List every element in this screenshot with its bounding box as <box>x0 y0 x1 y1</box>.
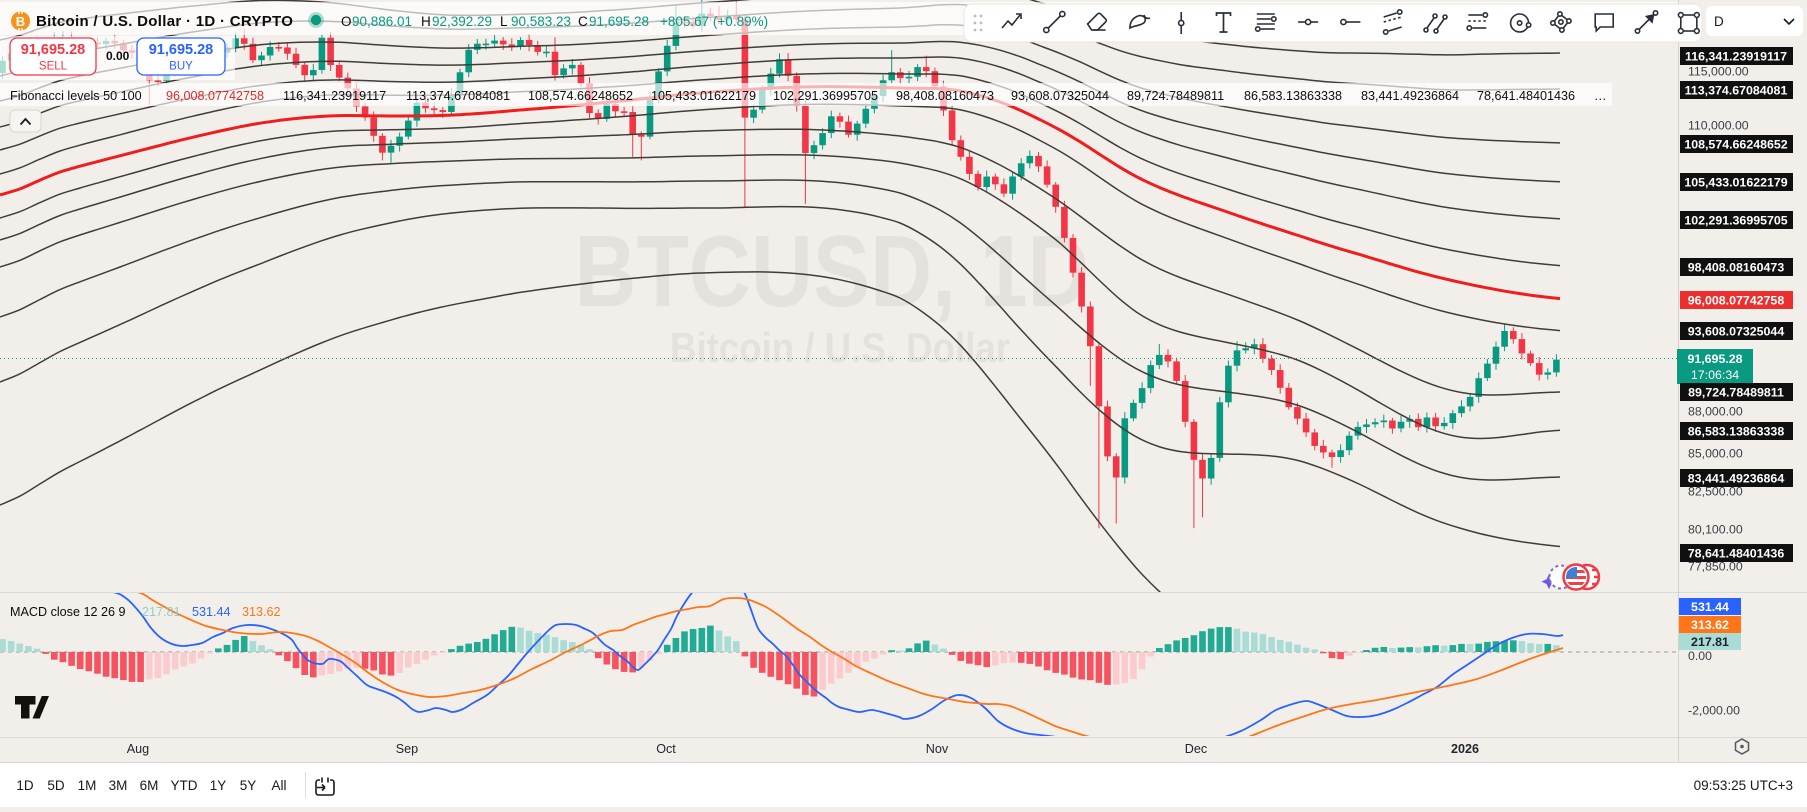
svg-text:H: H <box>421 14 431 29</box>
svg-text:89,724.78489811: 89,724.78489811 <box>1688 386 1784 400</box>
svg-text:102,291.36995705: 102,291.36995705 <box>1684 214 1787 228</box>
svg-text:93,608.07325044: 93,608.07325044 <box>1688 325 1785 339</box>
svg-text:116,341.23919117: 116,341.23919117 <box>1685 50 1787 64</box>
svg-text:113,374.67084081: 113,374.67084081 <box>406 89 510 103</box>
svg-text:6M: 6M <box>140 778 159 793</box>
svg-text:113,374.67084081: 113,374.67084081 <box>1685 84 1788 98</box>
svg-text:2026: 2026 <box>1451 742 1479 756</box>
svg-text:SELL: SELL <box>39 61 68 73</box>
svg-text:1M: 1M <box>78 778 97 793</box>
svg-text:108,574.66248652: 108,574.66248652 <box>528 89 633 103</box>
svg-text:531.44: 531.44 <box>192 605 231 619</box>
svg-text:91,695.28: 91,695.28 <box>21 42 86 58</box>
svg-text:531.44: 531.44 <box>1691 600 1729 614</box>
svg-text:1D: 1D <box>16 778 34 793</box>
svg-text:Fibonacci levels 50 100: Fibonacci levels 50 100 <box>10 89 142 103</box>
svg-text:+805.67 (+0.89%): +805.67 (+0.89%) <box>660 14 768 29</box>
svg-text:-2,000.00: -2,000.00 <box>1688 704 1740 718</box>
svg-text:17:06:34: 17:06:34 <box>1691 368 1739 382</box>
svg-text:91,695.28: 91,695.28 <box>1687 352 1742 366</box>
svg-text:5D: 5D <box>47 778 65 793</box>
svg-text:105,433.01622179: 105,433.01622179 <box>1684 176 1787 190</box>
svg-text:313.62: 313.62 <box>1691 618 1729 632</box>
svg-text:85,000.00: 85,000.00 <box>1688 447 1743 461</box>
svg-text:83,441.49236864: 83,441.49236864 <box>1361 89 1459 103</box>
svg-text:110,000.00: 110,000.00 <box>1688 119 1749 133</box>
svg-text:09:53:25 UTC+3: 09:53:25 UTC+3 <box>1694 778 1793 793</box>
svg-text:108,574.66248652: 108,574.66248652 <box>1684 138 1787 152</box>
svg-text:Aug: Aug <box>127 742 149 756</box>
svg-text:92,392.29: 92,392.29 <box>432 14 492 29</box>
svg-text:96,008.07742758: 96,008.07742758 <box>166 89 264 103</box>
svg-text:90,886.01: 90,886.01 <box>352 14 412 29</box>
svg-text:78,641.48401436: 78,641.48401436 <box>1688 547 1785 561</box>
svg-text:C: C <box>578 14 588 29</box>
svg-text:89,724.78489811: 89,724.78489811 <box>1127 89 1224 103</box>
svg-text:…: … <box>1594 89 1607 103</box>
svg-text:91,695.28: 91,695.28 <box>589 14 649 29</box>
svg-text:Oct: Oct <box>656 742 676 756</box>
svg-text:0.00: 0.00 <box>1688 649 1712 663</box>
svg-text:86,583.13863338: 86,583.13863338 <box>1244 89 1342 103</box>
svg-text:B: B <box>16 14 25 29</box>
svg-text:O: O <box>341 14 352 29</box>
svg-text:313.62: 313.62 <box>242 605 281 619</box>
svg-text:82,500.00: 82,500.00 <box>1688 485 1743 499</box>
svg-text:115,000.00: 115,000.00 <box>1688 65 1749 79</box>
svg-text:86,583.13863338: 86,583.13863338 <box>1688 425 1785 439</box>
svg-text:Dec: Dec <box>1185 742 1207 756</box>
svg-text:88,000.00: 88,000.00 <box>1688 405 1743 419</box>
svg-text:All: All <box>271 778 286 793</box>
svg-text:D: D <box>1714 14 1724 29</box>
svg-text:1Y: 1Y <box>210 778 227 793</box>
svg-text:96,008.07742758: 96,008.07742758 <box>1688 294 1785 308</box>
svg-text:Bitcoin / U.S. Dollar · 1D · C: Bitcoin / U.S. Dollar · 1D · CRYPTO <box>36 13 293 30</box>
svg-text:105,433.01622179: 105,433.01622179 <box>651 89 756 103</box>
svg-text:77,850.00: 77,850.00 <box>1688 560 1743 574</box>
svg-text:83,441.49236864: 83,441.49236864 <box>1688 472 1785 486</box>
svg-text:3M: 3M <box>109 778 128 793</box>
svg-text:Sep: Sep <box>396 742 418 756</box>
svg-text:80,100.00: 80,100.00 <box>1688 523 1743 537</box>
svg-text:MACD close 12 26 9: MACD close 12 26 9 <box>10 605 126 619</box>
svg-text:98,408.08160473: 98,408.08160473 <box>896 89 994 103</box>
svg-text:78,641.48401436: 78,641.48401436 <box>1477 89 1575 103</box>
svg-text:BUY: BUY <box>169 61 193 73</box>
svg-text:217.81: 217.81 <box>1691 635 1729 649</box>
svg-text:0.00: 0.00 <box>106 49 130 63</box>
svg-text:91,695.28: 91,695.28 <box>149 42 214 58</box>
svg-text:BTCUSD, 1D: BTCUSD, 1D <box>575 216 1090 328</box>
svg-text:L: L <box>500 14 508 29</box>
svg-text:YTD: YTD <box>171 778 198 793</box>
svg-text:Bitcoin / U.S. Dollar: Bitcoin / U.S. Dollar <box>670 324 1010 371</box>
svg-text:90,583.23: 90,583.23 <box>511 14 571 29</box>
svg-text:102,291.36995705: 102,291.36995705 <box>773 89 878 103</box>
svg-text:93,608.07325044: 93,608.07325044 <box>1011 89 1109 103</box>
svg-text:116,341.23919117: 116,341.23919117 <box>283 89 386 103</box>
svg-text:Nov: Nov <box>926 742 949 756</box>
svg-text:5Y: 5Y <box>240 778 257 793</box>
svg-text:98,408.08160473: 98,408.08160473 <box>1688 261 1785 275</box>
svg-text:217.81: 217.81 <box>142 605 181 619</box>
